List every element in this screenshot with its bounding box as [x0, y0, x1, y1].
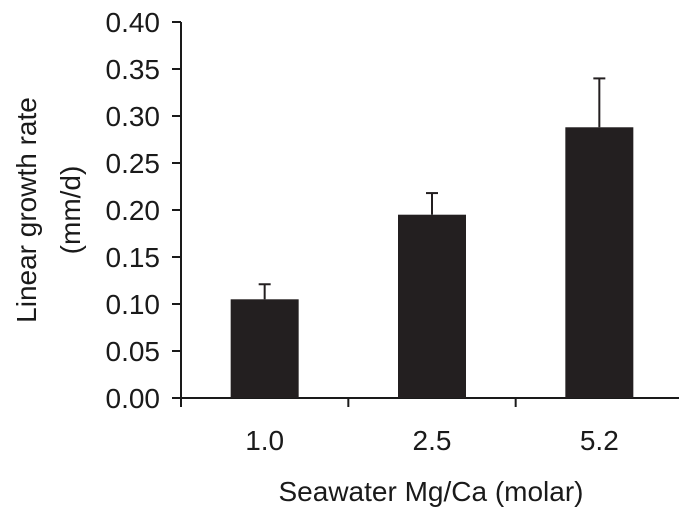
y-tick-label: 0.40: [106, 7, 161, 38]
y-tick-label: 0.20: [106, 195, 161, 226]
x-tick-label: 1.0: [245, 425, 284, 456]
y-tick-label: 0.25: [106, 148, 161, 179]
y-tick-label: 0.10: [106, 289, 161, 320]
y-tick-label: 0.15: [106, 242, 161, 273]
y-tick-label: 0.35: [106, 54, 161, 85]
y-tick-label: 0.00: [106, 383, 161, 414]
x-axis: 1.0 2.5 5.2: [180, 397, 679, 456]
x-tick-label: 5.2: [580, 425, 619, 456]
x-tick-label: 2.5: [413, 425, 452, 456]
bar-5-2: [565, 127, 634, 398]
bar-1-0: [230, 299, 299, 398]
y-axis-title-line1: Linear growth rate: [11, 97, 42, 323]
error-bars: [258, 77, 606, 300]
x-axis-title: Seawater Mg/Ca (molar): [279, 476, 584, 507]
y-tick-label: 0.30: [106, 101, 161, 132]
y-tick-label: 0.05: [106, 336, 161, 367]
y-axis-title-line2: (mm/d): [55, 166, 86, 255]
bar-2-5: [398, 214, 466, 398]
bars: [230, 127, 634, 398]
y-axis: 0.00 0.05 0.10 0.15 0.20 0.25 0.30 0.35 0.40: [106, 7, 182, 414]
